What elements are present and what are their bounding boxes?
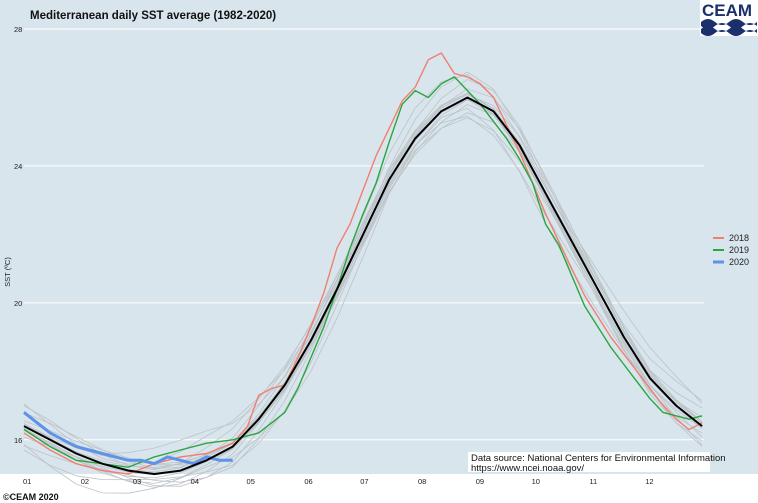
y-tick-label: 20 (14, 299, 22, 308)
plot-area (24, 29, 704, 474)
x-tick-label: 07 (360, 477, 368, 486)
x-tick-label: 05 (247, 477, 255, 486)
y-tick-labels: 16 20 24 28 (14, 25, 22, 445)
x-tick-label: 11 (589, 477, 597, 486)
series-line-2018 (23, 52, 703, 475)
ceam-logo: CEAM (700, 0, 758, 36)
historical-year-line (23, 74, 703, 455)
x-tick-label: 12 (645, 477, 653, 486)
historical-year-line (23, 115, 703, 481)
y-tick-label: 16 (14, 436, 22, 445)
x-tick-label: 01 (23, 477, 31, 486)
logo-wordmark: CEAM (702, 1, 752, 20)
climatology-line (23, 96, 703, 475)
legend: 2018 2019 2020 (713, 233, 749, 267)
x-tick-label: 03 (133, 477, 141, 486)
legend-label-2020: 2020 (729, 257, 749, 267)
historical-year-line (23, 107, 703, 494)
legend-label-2018: 2018 (729, 233, 749, 243)
logo-wave-icon (701, 19, 757, 29)
x-tick-labels: 01 02 03 04 05 06 07 08 09 10 11 12 (23, 477, 654, 486)
x-tick-label: 06 (304, 477, 312, 486)
y-tick-label: 24 (14, 162, 22, 171)
y-tick-label: 28 (14, 25, 22, 34)
climatology-mean-line (23, 96, 703, 475)
x-tick-label: 10 (532, 477, 540, 486)
y-axis-label: SST (ºC) (3, 257, 12, 287)
x-tick-label: 02 (81, 477, 89, 486)
source-box (468, 452, 710, 472)
legend-label-2019: 2019 (729, 245, 749, 255)
series-line-2019 (23, 76, 703, 468)
highlighted-years-lines (23, 52, 703, 475)
historical-year-line (23, 99, 703, 484)
x-tick-label: 04 (191, 477, 199, 486)
chart-title: Mediterranean daily SST average (1982-20… (30, 10, 276, 22)
copyright-credit: ©CEAM 2020 (3, 492, 59, 502)
x-tick-label: 09 (476, 477, 484, 486)
grid-lines (24, 28, 704, 441)
source-url: https://www.ncei.noaa.gov/ (471, 463, 584, 474)
historical-years-lines (23, 71, 703, 494)
source-text: Data source: National Centers for Enviro… (471, 453, 726, 464)
logo-wave-icon-2 (701, 26, 757, 36)
x-tick-label: 08 (418, 477, 426, 486)
series-line-2020 (23, 411, 233, 466)
historical-year-line (23, 98, 703, 479)
